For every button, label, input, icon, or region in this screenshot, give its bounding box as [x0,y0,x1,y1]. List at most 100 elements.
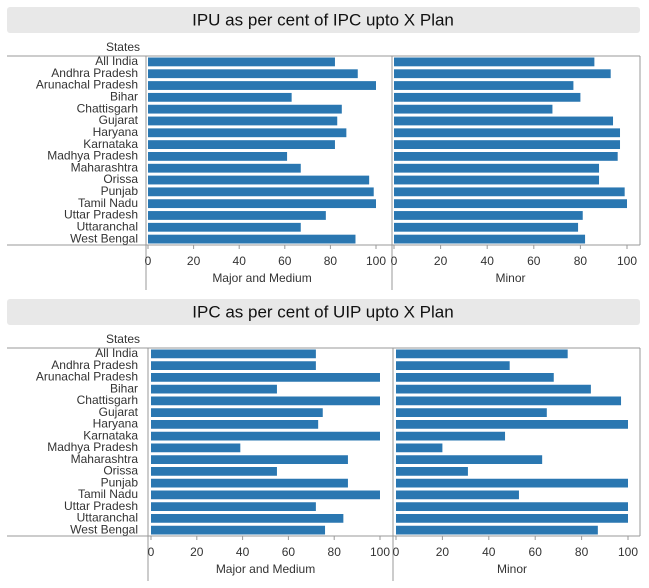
x-tick-label: 80 [574,254,588,268]
x-tick-label: 60 [278,254,292,268]
category-label: Arunachal Pradesh [36,78,138,92]
category-label: Chattisgarh [77,393,138,407]
bar [148,57,335,67]
bar [148,128,347,138]
x-tick-label: 60 [529,545,543,559]
bar [148,81,376,90]
bar [394,152,618,161]
bar [396,408,547,417]
bar [396,384,591,394]
bar [396,467,468,476]
category-label: Chattisgarh [77,101,138,115]
bar [148,175,370,185]
x-tick-label: 80 [575,545,589,559]
category-label: Orissa [103,172,138,186]
x-tick-label: 80 [328,545,342,559]
x-axis-title: Minor [497,562,527,576]
bar [148,211,326,220]
x-tick-label: 20 [436,545,450,559]
category-label: Punjab [101,475,139,489]
bar [151,478,348,488]
bar [148,163,301,173]
category-label: Gujarat [99,405,139,419]
x-tick-label: 60 [282,545,296,559]
x-tick-label: 60 [527,254,541,268]
category-label: Punjab [101,184,139,198]
bar [394,175,600,185]
x-axis-title: Minor [495,271,525,285]
bar [148,116,338,126]
bar [151,431,380,441]
category-label: Karnataka [83,428,138,442]
bar [396,478,628,488]
bar [148,222,301,232]
chart-title: IPU as per cent of IPC upto X Plan [192,10,454,29]
x-axis-title: Major and Medium [216,562,315,576]
bar [151,349,316,359]
bar [151,525,326,535]
x-tick-label: 20 [187,254,201,268]
category-label: Madhya Pradesh [47,149,138,163]
bar [396,361,510,370]
title-bar [7,7,640,33]
category-label: Karnataka [83,137,138,151]
bar [148,152,288,161]
bar [394,163,600,173]
bar [148,140,335,149]
x-tick-label: 40 [236,545,250,559]
bar [396,349,568,359]
x-tick-label: 40 [233,254,247,268]
bar [394,199,627,209]
category-label: Orissa [103,464,138,478]
category-label: Tamil Nadu [78,487,138,501]
category-label: Maharashtra [71,452,139,466]
x-tick-label: 100 [618,545,638,559]
bar [148,234,356,244]
x-tick-label: 0 [148,545,155,559]
bar [151,408,323,417]
bar [396,502,628,511]
category-axis-title: States [106,40,140,54]
bar [396,396,622,406]
x-tick-label: 100 [366,254,386,268]
title-bar [7,299,640,325]
bar [148,199,376,209]
bar [394,104,553,114]
x-tick-label: 100 [370,545,390,559]
bar [151,514,344,523]
bar [394,57,595,67]
bar [151,373,380,382]
bar [394,187,625,197]
category-label: Maharashtra [71,160,139,174]
bar [394,234,586,244]
bar [396,431,506,441]
bar [151,361,316,370]
x-axis-title: Major and Medium [212,271,311,285]
category-label: West Bengal [70,231,138,245]
bar [396,443,443,453]
bar [148,104,342,114]
category-label: Andhra Pradesh [51,66,138,80]
bar [151,467,277,476]
bar [151,420,319,429]
x-tick-label: 20 [434,254,448,268]
category-label: Gujarat [99,113,139,127]
chart-title: IPC as per cent of UIP upto X Plan [192,302,453,321]
category-label: Tamil Nadu [78,196,138,210]
category-label: All India [95,54,138,68]
bar [396,373,554,382]
bar [396,420,628,429]
bar [394,128,621,138]
bar [151,443,241,453]
bar [394,92,581,102]
bar [394,140,621,149]
category-label: Uttaranchal [77,219,138,233]
category-label: Bihar [110,90,138,104]
bar [394,211,583,220]
category-label: Uttaranchal [77,511,138,525]
bar [396,525,598,535]
bar [394,222,579,232]
category-label: Andhra Pradesh [51,358,138,372]
category-label: Bihar [110,381,138,395]
